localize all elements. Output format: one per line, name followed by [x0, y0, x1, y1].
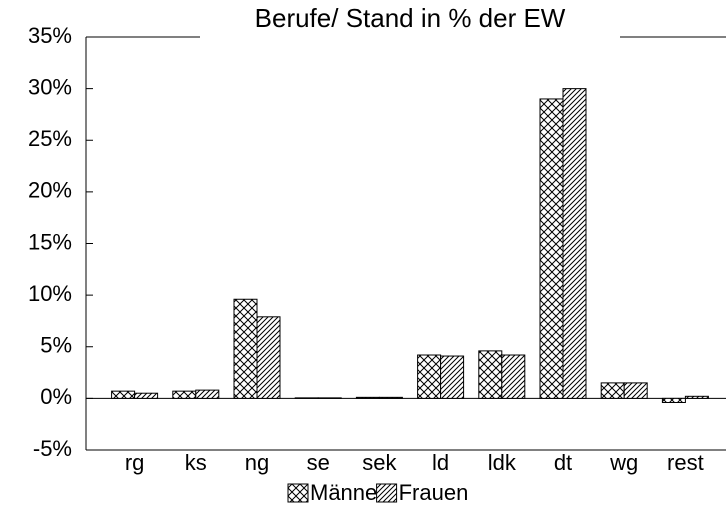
- bar: [684, 395, 709, 399]
- x-tick-label: se: [307, 450, 330, 475]
- x-tick-label: rest: [667, 450, 704, 475]
- legend-label: Männer: [310, 480, 385, 505]
- x-tick-label: sek: [362, 450, 397, 475]
- x-tick-label: rg: [125, 450, 145, 475]
- bar: [440, 355, 465, 399]
- bar: [661, 397, 686, 404]
- y-tick-label: -5%: [33, 436, 72, 461]
- bar: [134, 392, 159, 399]
- legend-swatch: [287, 483, 309, 503]
- y-tick-label: 25%: [28, 126, 72, 151]
- x-tick-label: ld: [432, 450, 449, 475]
- bar: [378, 396, 403, 399]
- bar: [562, 88, 587, 399]
- legend-label: Frauen: [399, 480, 469, 505]
- bar: [233, 298, 258, 399]
- y-tick-label: 0%: [40, 384, 72, 409]
- bar: [417, 354, 442, 399]
- y-tick-label: 20%: [28, 178, 72, 203]
- y-tick-label: 30%: [28, 74, 72, 99]
- x-tick-label: dt: [554, 450, 572, 475]
- bar: [317, 397, 342, 399]
- bar: [172, 390, 197, 399]
- bar: [294, 397, 319, 399]
- bar: [355, 396, 380, 399]
- legend-swatch: [376, 483, 398, 503]
- y-tick-label: 15%: [28, 229, 72, 254]
- x-tick-label: ks: [185, 450, 207, 475]
- y-tick-label: 5%: [40, 333, 72, 358]
- bar: [478, 350, 503, 399]
- bar: [600, 382, 625, 399]
- title-bg: [200, 4, 620, 38]
- y-tick-label: 10%: [28, 281, 72, 306]
- bar: [195, 389, 220, 399]
- x-tick-label: ldk: [488, 450, 517, 475]
- bar: [539, 98, 564, 399]
- y-tick-label: 35%: [28, 23, 72, 48]
- bar: [256, 316, 281, 399]
- bar: [111, 390, 136, 399]
- bar: [623, 382, 648, 399]
- x-tick-label: ng: [245, 450, 269, 475]
- bar: [501, 354, 526, 399]
- x-tick-label: wg: [609, 450, 638, 475]
- chart-title: Berufe/ Stand in % der EW: [255, 3, 566, 33]
